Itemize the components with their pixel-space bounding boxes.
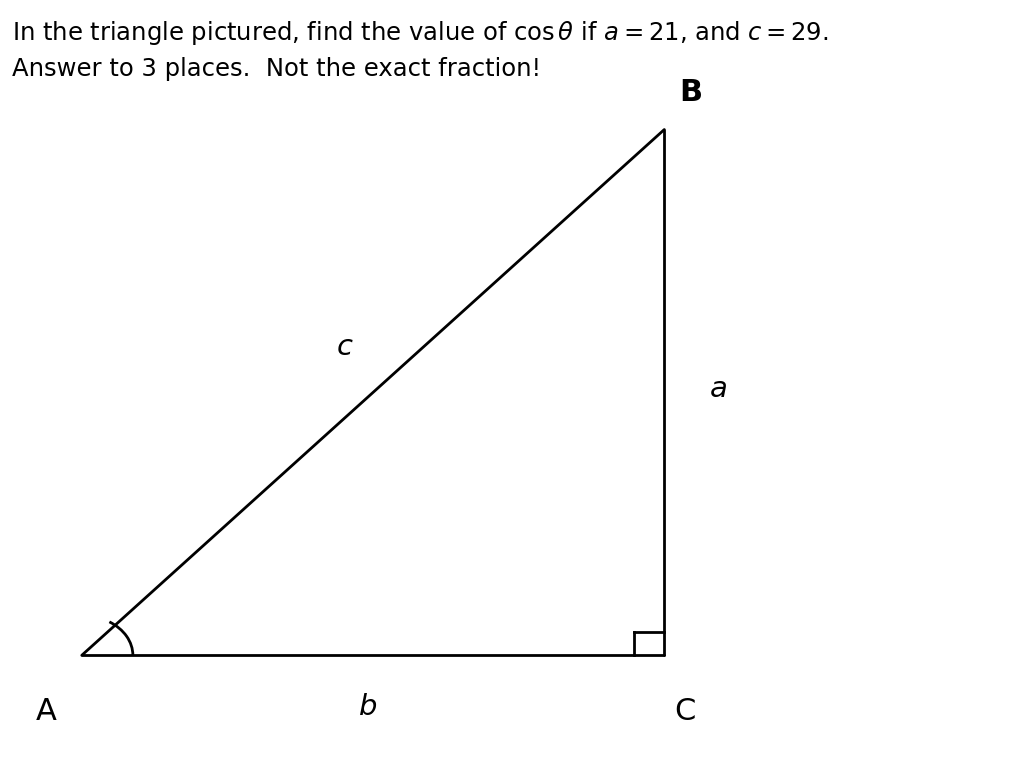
Text: Answer to 3 places.  Not the exact fraction!: Answer to 3 places. Not the exact fracti… <box>12 57 542 81</box>
Text: C: C <box>675 697 696 726</box>
Text: A: A <box>36 697 56 726</box>
Text: c: c <box>336 333 353 360</box>
Text: b: b <box>359 693 377 722</box>
Text: a: a <box>710 375 728 402</box>
Text: B: B <box>680 78 703 107</box>
Text: In the triangle pictured, find the value of $\mathregular{cos}\,\theta$ if $a = : In the triangle pictured, find the value… <box>12 19 829 47</box>
